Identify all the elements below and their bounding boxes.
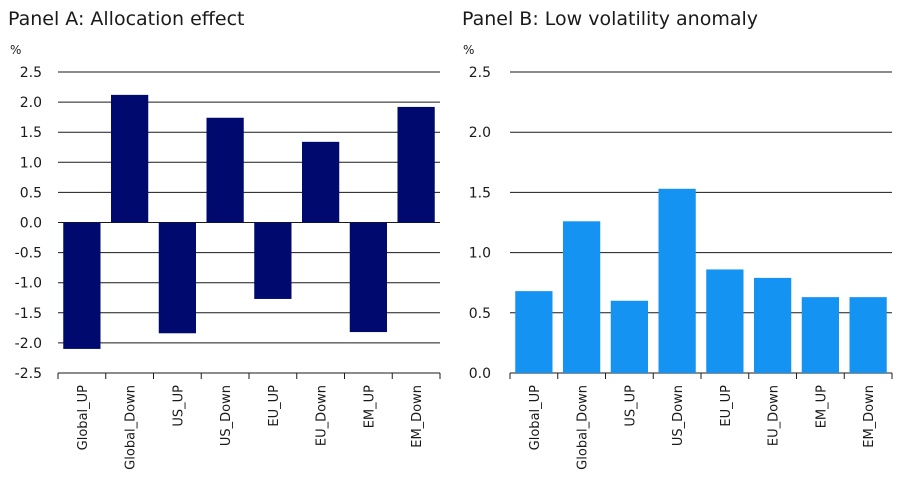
panel-a-y-tick-label: 0.5 [20, 185, 42, 201]
panel-b-category-label: EM_UP [814, 385, 829, 428]
panel-b-bar-us-up [610, 300, 648, 373]
panel-b-bar-eu-up [706, 269, 744, 373]
panel-a-category-label: US_UP [171, 385, 186, 427]
panel-b-title: Panel B: Low volatility anomaly [462, 8, 759, 30]
panel-b-category-label: EU_UP [719, 385, 734, 427]
panel-b-y-tick-label: 0.5 [469, 306, 491, 322]
panel-a-bar-global-up [63, 222, 101, 349]
panel-a-y-tick-label: 1.5 [20, 125, 42, 141]
panel-b-bar-em-down [849, 297, 887, 373]
panel-a-y-tick-label: 0.0 [20, 216, 42, 232]
panel-a-category-label: EM_Down [410, 385, 425, 448]
panel-a-y-tick-label: -2.0 [15, 336, 42, 352]
panel-b-y-unit-label: % [463, 43, 474, 57]
panel-b-bar-global-down [563, 221, 601, 373]
panel-b-bar-em-up [801, 297, 839, 373]
panel-b-category-label: Global_UP [528, 385, 543, 450]
panel-b-y-tick-label: 0.0 [469, 366, 491, 382]
panel-b-category-label: US_UP [623, 385, 638, 427]
panel-b-category-label: US_Down [671, 385, 686, 446]
panel-a-category-label: EU_Down [315, 385, 330, 446]
panel-a-bar-em-up [349, 222, 387, 333]
panel-b-bar-eu-down [754, 277, 792, 373]
panel-a-y-tick-label: -1.0 [15, 276, 42, 292]
panel-a-bar-em-down [397, 106, 435, 223]
panel-a-y-tick-label: -1.5 [15, 306, 42, 322]
panel-b-y-tick-label: 2.5 [469, 65, 491, 81]
panel-a-y-tick-label: 2.5 [20, 65, 42, 81]
panel-a-category-label: US_Down [219, 385, 234, 446]
panel-a-category-label: EM_UP [362, 385, 377, 428]
panel-b-chart: % 0.0 0.5 1.0 1.5 2.0 2.5 Global_UP Global_Down U… [463, 43, 893, 470]
panel-a-y-tick-label: -0.5 [15, 246, 42, 262]
panel-a-y-tick-label: 2.0 [20, 95, 42, 111]
panel-a-bar-us-down [206, 117, 244, 223]
panel-a-title: Panel A: Allocation effect [8, 8, 245, 30]
panel-b-category-label: EM_Down [862, 385, 877, 448]
panel-a-bar-us-up [158, 222, 196, 334]
panel-a-category-label: Global_UP [76, 385, 91, 450]
panel-b-y-tick-label: 1.5 [469, 185, 491, 201]
panel-b-bar-global-up [515, 291, 553, 373]
panel-a-category-label: EU_UP [267, 385, 282, 427]
panel-b-category-label: EU_Down [767, 385, 782, 446]
panel-a-bar-eu-down [302, 141, 340, 223]
panel-a-y-unit-label: % [10, 43, 21, 57]
panel-b-bar-us-down [658, 188, 696, 373]
panel-a-category-label: Global_Down [124, 385, 139, 470]
panel-b-y-tick-label: 2.0 [469, 125, 491, 141]
panel-a-bar-global-down [111, 94, 149, 223]
panel-b-y-tick-label: 1.0 [469, 246, 491, 262]
panel-a-bar-eu-up [254, 222, 292, 299]
panel-a-chart: % -2.5 -2.0 -1.5 -1.0 -0.5 0.0 0.5 1.0 1.5 2.0 2.5 G… [10, 43, 441, 470]
panel-b-category-label: Global_Down [576, 385, 591, 470]
panel-a-y-tick-label: 1.0 [20, 155, 42, 171]
panel-a-y-tick-label: -2.5 [15, 366, 42, 382]
